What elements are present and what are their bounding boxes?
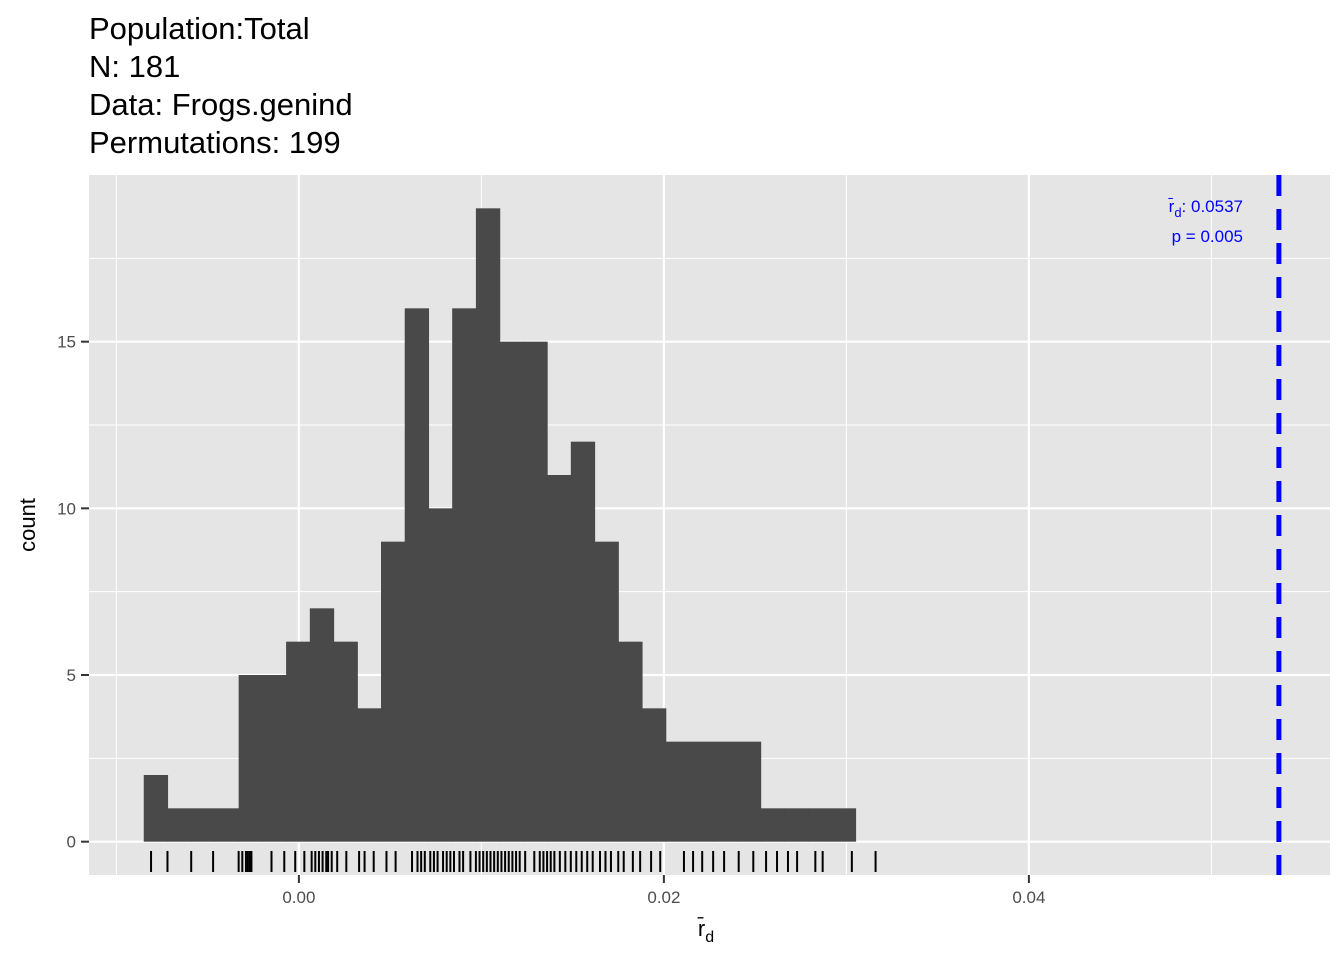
- histogram-bar-11: [404, 308, 430, 842]
- histogram-bar-0: [143, 775, 169, 842]
- y-axis-title: count: [15, 498, 40, 552]
- y-tick-label-3: 15: [57, 333, 76, 352]
- observed-value-label: r̄d: 0.0537: [1168, 197, 1243, 220]
- histogram-bar-26: [760, 808, 785, 842]
- histogram-bar-4: [238, 675, 263, 842]
- histogram-bar-12: [428, 508, 453, 842]
- x-axis-title-sub: d: [705, 929, 714, 946]
- y-tick-label-2: 10: [57, 499, 76, 518]
- x-tick-label-2: 0.04: [1012, 888, 1045, 907]
- histogram-bar-3: [214, 808, 240, 842]
- histogram-bars: [143, 208, 857, 842]
- title-line-population: Population:Total: [89, 11, 310, 46]
- histogram-bar-1: [167, 808, 192, 842]
- histogram-bar-23: [689, 741, 714, 842]
- observed-value-label-main: r̄: [1168, 197, 1175, 216]
- histogram-bar-19: [594, 541, 619, 842]
- histogram-bar-28: [808, 808, 833, 842]
- histogram-bar-8: [333, 641, 358, 842]
- histogram-bar-16: [523, 341, 548, 842]
- x-tick-label-0: 0.00: [282, 888, 315, 907]
- histogram-bar-22: [665, 741, 691, 842]
- histogram-bar-17: [547, 475, 572, 842]
- observed-p-value-label: p = 0.005: [1172, 227, 1243, 246]
- plot-title: Population:Total N: 181 Data: Frogs.geni…: [89, 10, 353, 162]
- title-line-data: Data: Frogs.genind: [89, 87, 353, 122]
- observed-value-label-sub: d: [1174, 205, 1181, 220]
- x-axis-title: r̄d: [697, 916, 714, 946]
- histogram-bar-15: [499, 341, 524, 842]
- x-tick-label-1: 0.02: [647, 888, 680, 907]
- y-tick-label-1: 5: [67, 666, 76, 685]
- observed-value-label-value: : 0.0537: [1182, 197, 1243, 216]
- x-axis-title-main: r̄: [697, 916, 705, 941]
- title-line-n: N: 181: [89, 49, 181, 84]
- histogram-bar-24: [713, 741, 738, 842]
- histogram-bar-9: [357, 708, 382, 842]
- histogram-bar-10: [381, 541, 406, 842]
- histogram-bar-18: [570, 441, 596, 842]
- histogram-bar-27: [784, 808, 809, 842]
- histogram-bar-6: [286, 641, 311, 842]
- histogram-bar-21: [641, 708, 667, 842]
- histogram-bar-14: [475, 208, 501, 842]
- axes: 0 5 10 15 0.00 0.02 0.04: [57, 333, 1045, 907]
- histogram-bar-13: [452, 308, 477, 842]
- rug-ticks: [150, 851, 877, 872]
- histogram-bar-29: [831, 808, 857, 842]
- histogram-bar-5: [262, 675, 287, 842]
- histogram-bar-2: [191, 808, 216, 842]
- title-line-permutations: Permutations: 199: [89, 125, 341, 160]
- histogram-bar-25: [736, 741, 762, 842]
- histogram-bar-7: [309, 608, 335, 842]
- histogram-bar-20: [618, 641, 643, 842]
- observed-value-marker: r̄d: 0.0537 p = 0.005: [1168, 175, 1282, 875]
- y-tick-label-0: 0: [67, 833, 76, 852]
